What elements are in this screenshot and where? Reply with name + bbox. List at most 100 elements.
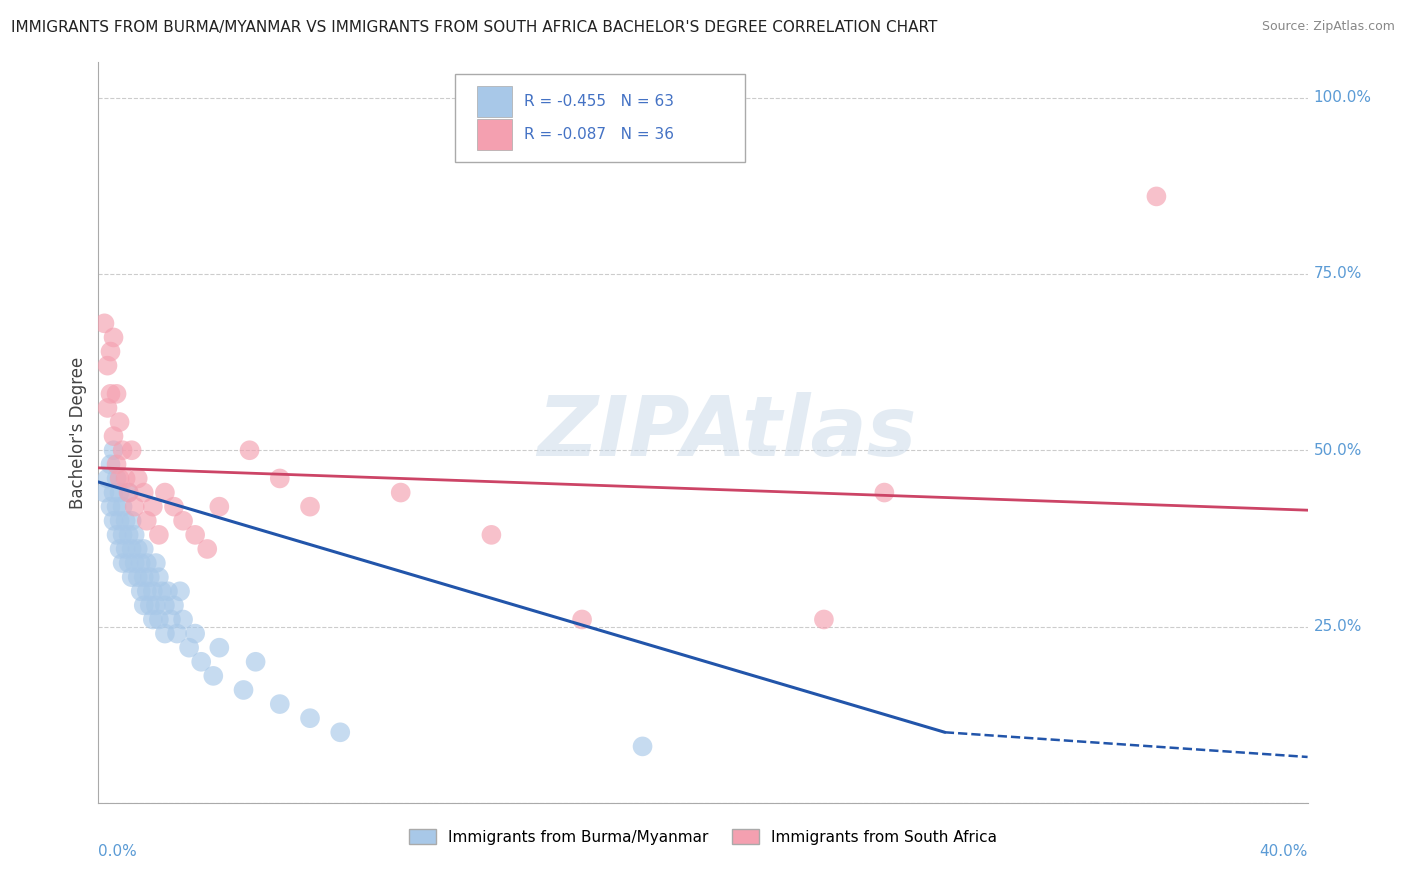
Point (142, 500, 165, 514)
Point (153, 626, 176, 640)
Point (239, 443, 262, 458)
Point (105, 471, 128, 485)
Point (108, 541, 131, 556)
FancyBboxPatch shape (477, 119, 512, 150)
Point (108, 514, 131, 528)
Point (269, 697, 291, 711)
FancyBboxPatch shape (456, 73, 745, 162)
Point (873, 485, 896, 500)
Point (103, 485, 125, 500)
Point (121, 541, 143, 556)
Point (148, 570, 170, 584)
Point (245, 655, 267, 669)
Text: 75.0%: 75.0% (1313, 267, 1362, 282)
FancyBboxPatch shape (477, 87, 512, 117)
Point (139, 570, 162, 584)
Point (132, 485, 155, 500)
Point (100, 458, 122, 472)
Text: 0.0%: 0.0% (98, 844, 138, 858)
Point (121, 514, 143, 528)
Text: 50.0%: 50.0% (1313, 442, 1362, 458)
Point (124, 528, 146, 542)
Text: IMMIGRANTS FROM BURMA/MYANMAR VS IMMIGRANTS FROM SOUTH AFRICA BACHELOR'S DEGREE : IMMIGRANTS FROM BURMA/MYANMAR VS IMMIGRA… (11, 20, 938, 35)
Point (135, 584, 157, 599)
Point (127, 570, 149, 584)
Point (132, 541, 155, 556)
Point (111, 556, 134, 570)
Point (111, 528, 134, 542)
Point (118, 556, 141, 570)
Point (114, 471, 136, 485)
Point (118, 485, 141, 500)
Point (299, 711, 322, 725)
Point (111, 500, 134, 514)
Point (145, 556, 167, 570)
Point (169, 584, 191, 599)
Point (93, 485, 115, 500)
Point (202, 669, 225, 683)
Point (118, 528, 141, 542)
Point (190, 655, 212, 669)
Point (571, 612, 593, 626)
Point (121, 443, 143, 458)
Point (100, 500, 122, 514)
Point (172, 514, 194, 528)
Text: 40.0%: 40.0% (1260, 844, 1308, 858)
Point (153, 485, 176, 500)
Point (103, 443, 125, 458)
Point (135, 556, 157, 570)
Point (166, 626, 188, 640)
Point (269, 471, 291, 485)
Point (184, 528, 207, 542)
Point (127, 541, 149, 556)
Point (179, 640, 201, 655)
Point (481, 528, 503, 542)
Point (127, 471, 149, 485)
Point (208, 640, 231, 655)
Point (114, 514, 136, 528)
Point (153, 599, 176, 613)
Point (105, 387, 128, 401)
Point (631, 739, 654, 754)
Y-axis label: Bachelor's Degree: Bachelor's Degree (69, 357, 87, 508)
Point (129, 584, 152, 599)
Point (148, 612, 170, 626)
Point (96, 471, 118, 485)
Point (100, 344, 122, 359)
Text: 100.0%: 100.0% (1313, 90, 1372, 105)
Point (129, 556, 152, 570)
Legend: Immigrants from Burma/Myanmar, Immigrants from South Africa: Immigrants from Burma/Myanmar, Immigrant… (402, 822, 1004, 851)
Point (1144, 189, 1167, 203)
Text: Source: ZipAtlas.com: Source: ZipAtlas.com (1261, 20, 1395, 33)
Point (184, 626, 207, 640)
Point (150, 584, 173, 599)
Point (172, 612, 194, 626)
Text: R = -0.087   N = 36: R = -0.087 N = 36 (524, 127, 673, 142)
Text: R = -0.455   N = 63: R = -0.455 N = 63 (524, 95, 673, 109)
Point (100, 387, 122, 401)
Point (108, 471, 131, 485)
Point (389, 485, 412, 500)
Point (96, 401, 118, 415)
Point (195, 541, 218, 556)
Point (145, 599, 167, 613)
Point (160, 612, 183, 626)
Point (329, 725, 352, 739)
Point (111, 443, 134, 458)
Point (208, 500, 231, 514)
Point (132, 599, 155, 613)
Point (135, 514, 157, 528)
Point (105, 500, 128, 514)
Point (103, 429, 125, 443)
Point (103, 514, 125, 528)
Point (93, 316, 115, 330)
Point (142, 584, 165, 599)
Point (232, 683, 254, 698)
Point (124, 556, 146, 570)
Point (124, 500, 146, 514)
Point (105, 458, 128, 472)
Point (103, 330, 125, 344)
Point (148, 528, 170, 542)
Point (96, 359, 118, 373)
Point (163, 500, 186, 514)
